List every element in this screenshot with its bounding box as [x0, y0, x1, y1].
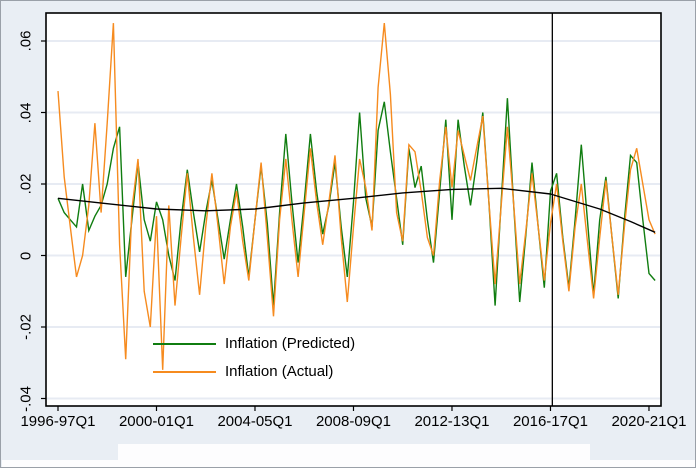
bottom-whiteout-patch [118, 444, 590, 461]
legend-line-predicted [153, 343, 216, 345]
plot-frame [45, 12, 662, 407]
y-tick-label: .02 [17, 173, 35, 195]
y-tick-label: 0 [17, 251, 35, 260]
legend-label-actual: Inflation (Actual) [225, 363, 334, 380]
y-tick-label: -.04 [17, 385, 35, 412]
series-inflation-actual- [57, 23, 656, 370]
y-tick-label: -.02 [17, 314, 35, 340]
x-tick-label: 2000-01Q1 [118, 413, 195, 430]
trend-line [57, 187, 656, 233]
y-tick-label: .06 [17, 30, 35, 52]
x-tick-label: 2008-09Q1 [315, 413, 392, 430]
series-inflation-predicted- [57, 98, 656, 306]
x-tick-label: 1996-97Q1 [20, 413, 96, 430]
x-tick-label: 2004-05Q1 [217, 413, 293, 430]
legend-line-actual [153, 371, 216, 373]
x-tick-label: 2012-13Q1 [414, 413, 490, 430]
legend-label-predicted: Inflation (Predicted) [225, 335, 356, 352]
x-tick-label: 2020-21Q1 [611, 413, 687, 430]
y-tick-label: .04 [17, 102, 35, 123]
bottom-whiteout-strip [2, 460, 695, 467]
x-tick-label: 2016-17Q1 [512, 413, 588, 430]
